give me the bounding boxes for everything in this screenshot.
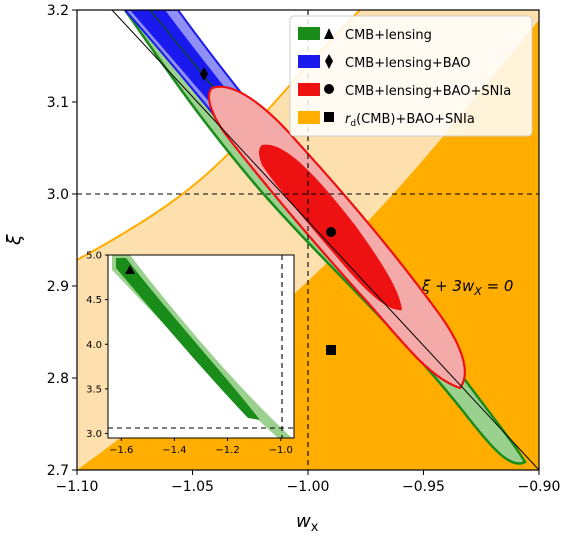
x-axis-label: wx bbox=[296, 511, 319, 535]
y-tick-label: 2.7 bbox=[47, 463, 69, 479]
legend-label: CMB+lensing+BAO+SNIa bbox=[345, 84, 511, 99]
x-tick-label: −1.10 bbox=[56, 479, 99, 495]
line-annotation: ξ + 3wX = 0 bbox=[421, 277, 513, 298]
legend-diamond-marker bbox=[325, 54, 333, 69]
x-tick-label: −1.00 bbox=[287, 479, 330, 495]
legend-entry-cmb-lensing: CMB+lensing bbox=[298, 27, 432, 43]
x-tick-label: −1.4 bbox=[162, 445, 186, 456]
y-tick-label: 4.0 bbox=[86, 340, 102, 351]
x-tick-label: −1.6 bbox=[109, 445, 133, 456]
legend-entry-cmb-lensing-bao-snia: CMB+lensing+BAO+SNIa bbox=[298, 83, 511, 99]
legend-square-marker bbox=[324, 112, 334, 122]
y-tick-label: 5.0 bbox=[86, 251, 102, 262]
x-tick-label: −0.90 bbox=[518, 479, 561, 495]
y-tick-label: 2.8 bbox=[47, 371, 69, 387]
y-tick-label: 3.1 bbox=[47, 95, 69, 111]
main-axis-ticks: −1.10 −1.05 −1.00 −0.95 −0.90 2.7 2.8 2.9 3.0 3.1… bbox=[47, 3, 561, 495]
inset-green-contour-1sigma bbox=[116, 258, 260, 420]
legend-label: CMB+lensing+BAO bbox=[345, 56, 471, 71]
inset-panel: −1.6 −1.4 −1.2 −1.0 3.0 3.5 4.0 4.5 5.0 bbox=[86, 251, 295, 456]
x-tick-label: −1.2 bbox=[215, 445, 239, 456]
x-tick-label: −0.95 bbox=[402, 479, 445, 495]
best-fit-marker-cmb-lensing-bao-snia bbox=[326, 227, 336, 237]
x-tick-label: −1.05 bbox=[171, 479, 214, 495]
legend: CMB+lensing CMB+lensing+BAO CMB+lensing+… bbox=[289, 15, 533, 137]
y-tick-label: 3.2 bbox=[47, 3, 69, 19]
y-tick-label: 4.5 bbox=[86, 295, 102, 306]
best-fit-marker-rd-cmb-bao-snia bbox=[326, 345, 336, 355]
y-tick-label: 3.0 bbox=[47, 187, 69, 203]
legend-triangle-marker bbox=[324, 28, 334, 39]
y-tick-label: 3.0 bbox=[86, 429, 102, 440]
xi-3wx-zero-line bbox=[111, 10, 539, 470]
legend-label: CMB+lensing bbox=[345, 28, 432, 43]
legend-entry-rd-cmb-bao-snia: rd(CMB)+BAO+SNIa bbox=[298, 111, 475, 129]
legend-label: rd(CMB)+BAO+SNIa bbox=[345, 112, 475, 129]
y-tick-label: 3.5 bbox=[86, 385, 102, 396]
legend-circle-marker bbox=[324, 84, 334, 94]
y-tick-label: 2.9 bbox=[47, 279, 69, 295]
best-fit-marker-cmb-lensing bbox=[125, 265, 135, 274]
legend-entry-cmb-lensing-bao: CMB+lensing+BAO bbox=[298, 54, 471, 71]
inset-axis-ticks: −1.6 −1.4 −1.2 −1.0 3.0 3.5 4.0 4.5 5.0 bbox=[86, 251, 293, 456]
x-tick-label: −1.0 bbox=[269, 445, 293, 456]
best-fit-marker-cmb-lensing-bao bbox=[200, 67, 208, 81]
y-axis-label: ξ bbox=[3, 234, 25, 246]
